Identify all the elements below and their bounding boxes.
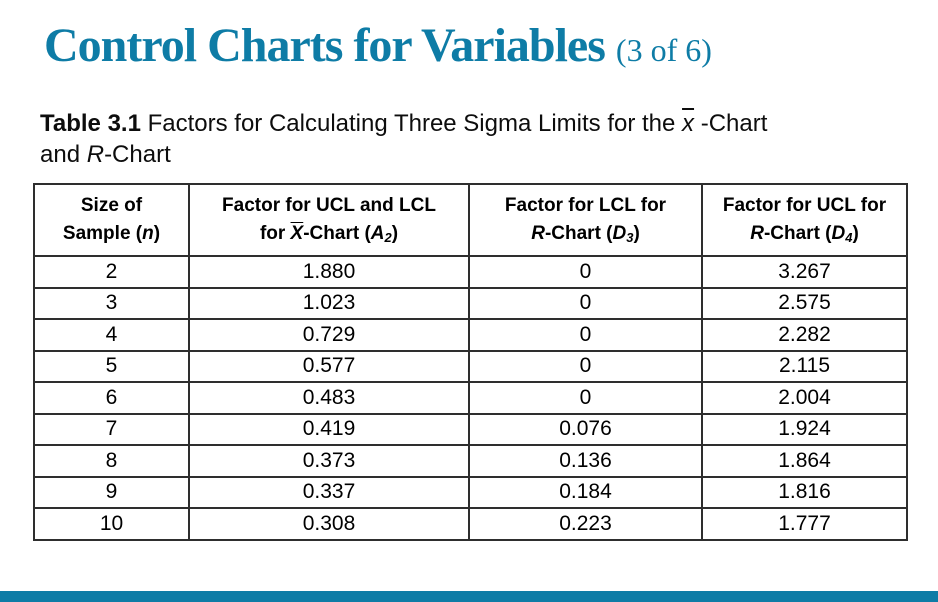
table-cell: 6 [33,381,190,415]
table-caption: Table 3.1 Factors for Calculating Three … [40,108,900,170]
table-cell: 0.337 [188,475,470,509]
a-subscript: 2 [384,230,392,246]
table-header: Size of Sample (n) Factor for UCL and LC… [33,183,908,257]
d-symbol: D [831,222,846,244]
r-symbol: R [750,222,764,244]
table-cell: 0 [468,286,703,320]
d-subscript: 3 [626,230,634,246]
table-cell: 1.880 [188,255,470,289]
table-cell: 2.575 [701,286,908,320]
slide-title-text: Control Charts for Variables [44,19,606,72]
table-cell: 2 [33,255,190,289]
table-cell: 8 [33,444,190,478]
xbar-symbol: x [682,110,695,137]
table-cell: 10 [33,507,190,541]
table-row: 3 1.023 0 2.575 [33,286,908,320]
table-header-row: Size of Sample (n) Factor for UCL and LC… [33,183,908,257]
r-symbol: R [86,141,105,169]
table-cell: 1.777 [701,507,908,541]
table-row: 2 1.880 0 3.267 [33,255,908,289]
table-cell: 2.282 [701,318,908,352]
header-cell-d4: Factor for UCL for R-Chart (D4) [701,183,908,257]
n-symbol: n [142,223,154,244]
r-symbol: R [531,222,545,244]
table-cell: 1.816 [701,475,908,509]
table-cell: 0.184 [468,475,703,509]
table-row: 5 0.577 0 2.115 [33,349,908,383]
table-cell: 0 [468,349,703,383]
table-cell: 0.577 [188,349,470,383]
table-cell: 0 [468,381,703,415]
xbar-symbol: X [290,222,304,244]
header-cell-a2: Factor for UCL and LCL for X-Chart (A2) [188,183,470,257]
table-caption-label: Table 3.1 [40,110,141,137]
table-cell: 4 [33,318,190,352]
table-row: 4 0.729 0 2.282 [33,318,908,352]
table-cell: 3.267 [701,255,908,289]
table-row: 9 0.337 0.184 1.816 [33,475,908,509]
table-caption-line1: Factors for Calculating Three Sigma Limi… [147,110,683,137]
table-cell: 0 [468,255,703,289]
table-cell: 5 [33,349,190,383]
table-row: 10 0.308 0.223 1.777 [33,507,908,541]
table-cell: 0.729 [188,318,470,352]
table-cell: 0.076 [468,412,703,446]
factors-table: Size of Sample (n) Factor for UCL and LC… [33,183,908,541]
table-cell: 1.023 [188,286,470,320]
header-cell-d3: Factor for LCL for R-Chart (D3) [468,183,703,257]
d-subscript: 4 [845,230,853,246]
table-cell: 0.373 [188,444,470,478]
table-cell: 0.223 [468,507,703,541]
d-symbol: D [612,222,627,244]
table-cell: 1.864 [701,444,908,478]
table-cell: 0.308 [188,507,470,541]
table-cell: 2.004 [701,381,908,415]
slide-title: Control Charts for Variables (3 of 6) [44,19,712,73]
table-body: 2 1.880 0 3.267 3 1.023 0 2.575 4 0.729 0 2.282 5 0.5… [33,255,908,541]
table-cell: 2.115 [701,349,908,383]
table-caption-line1-end: -Chart [694,110,768,137]
table-cell: 7 [33,412,190,446]
header-cell-sample-size: Size of Sample (n) [33,183,190,257]
a-symbol: A [370,222,385,244]
table-row: 7 0.419 0.076 1.924 [33,412,908,446]
table-caption-line2-end: -Chart [104,141,171,169]
table-row: 6 0.483 0 2.004 [33,381,908,415]
slide-title-suffix: (3 of 6) [615,32,712,68]
table-cell: 0.483 [188,381,470,415]
table-cell: 1.924 [701,412,908,446]
table-row: 8 0.373 0.136 1.864 [33,444,908,478]
table-cell: 0.136 [468,444,703,478]
table-cell: 9 [33,475,190,509]
table-cell: 0.419 [188,412,470,446]
table-caption-line2: and [40,141,87,169]
table-cell: 0 [468,318,703,352]
footer-accent-bar [0,591,938,602]
table-cell: 3 [33,286,190,320]
